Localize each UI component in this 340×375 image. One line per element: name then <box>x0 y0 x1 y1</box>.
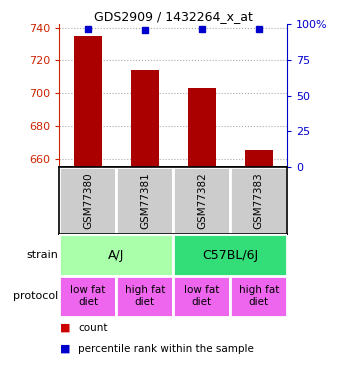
Bar <box>188 88 216 167</box>
Bar <box>173 276 231 317</box>
Text: GSM77382: GSM77382 <box>197 172 207 229</box>
Text: A/J: A/J <box>108 249 125 261</box>
Text: high fat
diet: high fat diet <box>239 285 279 307</box>
Bar <box>59 276 116 317</box>
Text: C57BL/6J: C57BL/6J <box>202 249 258 261</box>
Bar <box>131 70 159 167</box>
Bar <box>231 276 287 317</box>
Bar <box>173 167 231 234</box>
Text: protocol: protocol <box>13 291 58 301</box>
Bar <box>244 150 273 167</box>
Bar <box>59 234 173 276</box>
Text: percentile rank within the sample: percentile rank within the sample <box>78 344 254 354</box>
Text: strain: strain <box>27 250 58 260</box>
Text: GSM77381: GSM77381 <box>140 172 150 229</box>
Text: ■: ■ <box>59 344 70 354</box>
Bar <box>116 276 173 317</box>
Text: ■: ■ <box>59 323 70 333</box>
Text: count: count <box>78 323 108 333</box>
Bar <box>116 167 173 234</box>
Text: low fat
diet: low fat diet <box>70 285 106 307</box>
Bar <box>59 167 116 234</box>
Text: low fat
diet: low fat diet <box>184 285 220 307</box>
Title: GDS2909 / 1432264_x_at: GDS2909 / 1432264_x_at <box>94 10 253 23</box>
Text: high fat
diet: high fat diet <box>125 285 165 307</box>
Text: GSM77383: GSM77383 <box>254 172 264 229</box>
Bar <box>231 167 287 234</box>
Text: GSM77380: GSM77380 <box>83 172 93 229</box>
Bar <box>173 234 287 276</box>
Bar <box>74 36 102 167</box>
